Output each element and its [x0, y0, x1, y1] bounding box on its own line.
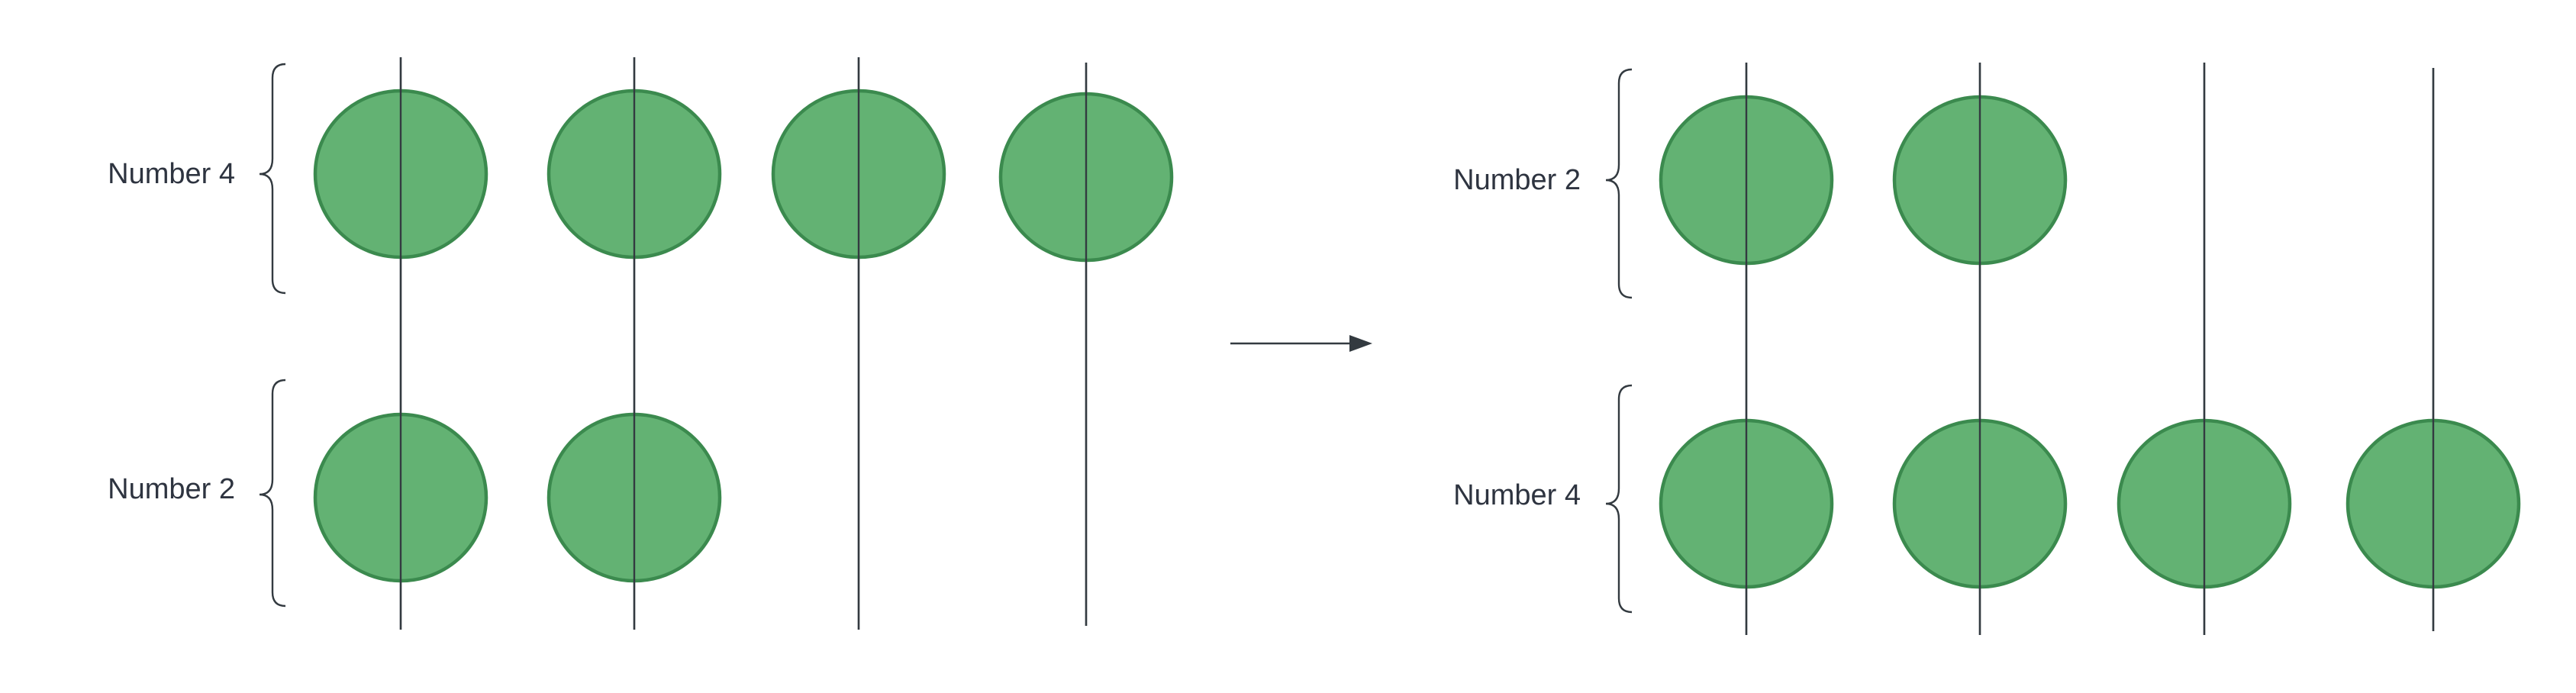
right-bottom-group: Number 4: [1453, 384, 2521, 614]
right-abacus: Number 2 Number 4: [1453, 63, 2521, 635]
group-label: Number 4: [1453, 479, 1581, 511]
group-label: Number 2: [1453, 164, 1581, 196]
group-label: Number 2: [108, 473, 235, 505]
left-bottom-group: Number 2: [108, 379, 722, 608]
left-top-brace: [259, 63, 286, 295]
right-top-brace: [1605, 68, 1633, 299]
right-arrow: [1230, 335, 1372, 352]
left-abacus: Number 4 Number 2: [108, 57, 1174, 630]
right-top-group: Number 2: [1453, 68, 2068, 299]
left-top-group: Number 4: [108, 63, 1174, 295]
arrow-head: [1349, 335, 1372, 352]
right-bottom-brace: [1605, 384, 1633, 614]
group-label: Number 4: [108, 158, 235, 190]
left-bottom-brace: [259, 379, 286, 608]
